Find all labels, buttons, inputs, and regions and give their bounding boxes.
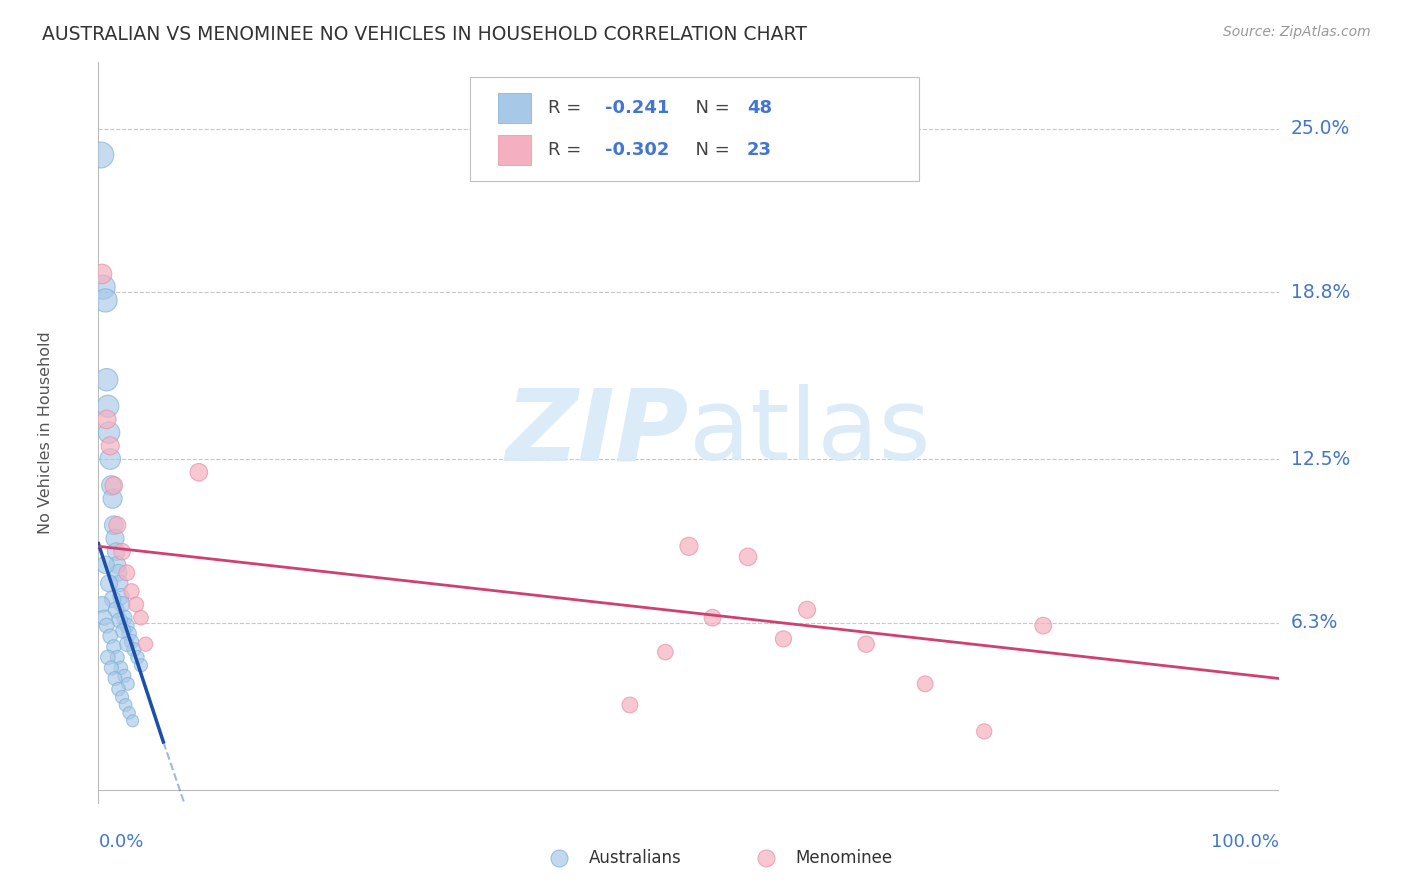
Bar — [498, 136, 530, 165]
Text: 100.0%: 100.0% — [1212, 833, 1279, 851]
Point — [1032, 618, 1054, 632]
Point — [103, 478, 125, 492]
Point — [91, 267, 114, 281]
Text: 18.8%: 18.8% — [1291, 283, 1350, 302]
Text: N =: N = — [685, 141, 741, 160]
Point — [105, 603, 128, 617]
Text: R =: R = — [548, 141, 593, 160]
Point — [112, 669, 135, 683]
Point — [115, 566, 138, 580]
Point — [108, 576, 131, 591]
Point — [112, 624, 135, 638]
Point — [125, 598, 148, 612]
Text: -0.302: -0.302 — [605, 141, 669, 160]
Point — [107, 566, 129, 580]
Point — [914, 677, 936, 691]
Point — [118, 626, 141, 640]
Point — [973, 724, 995, 739]
Point — [121, 714, 143, 728]
Text: -0.241: -0.241 — [605, 99, 669, 117]
Point — [96, 373, 118, 387]
Point — [117, 677, 139, 691]
Text: Australians: Australians — [589, 849, 682, 867]
Point — [105, 544, 128, 558]
Point — [110, 590, 132, 604]
Point — [114, 698, 136, 712]
Point — [108, 613, 131, 627]
Point — [135, 637, 157, 651]
Text: Source: ZipAtlas.com: Source: ZipAtlas.com — [1223, 25, 1371, 39]
Point — [100, 661, 122, 675]
Point — [122, 642, 145, 657]
Text: atlas: atlas — [689, 384, 931, 481]
Point — [97, 399, 120, 413]
Point — [737, 549, 759, 564]
Point — [94, 293, 117, 308]
Point — [96, 412, 118, 426]
Point — [96, 618, 118, 632]
Text: No Vehicles in Household: No Vehicles in Household — [38, 331, 53, 534]
Point — [100, 478, 122, 492]
Text: 12.5%: 12.5% — [1291, 450, 1350, 468]
Point — [619, 698, 641, 712]
Point — [772, 632, 794, 646]
Point — [98, 439, 121, 453]
Text: 23: 23 — [747, 141, 772, 160]
Point — [97, 650, 120, 665]
Text: 0.0%: 0.0% — [98, 833, 143, 851]
Text: Menominee: Menominee — [796, 849, 893, 867]
Point — [127, 650, 149, 665]
Point — [129, 611, 152, 625]
Point — [98, 576, 121, 591]
Point — [94, 558, 117, 572]
Point — [91, 598, 114, 612]
Point — [112, 611, 135, 625]
Text: 25.0%: 25.0% — [1291, 119, 1350, 138]
Text: R =: R = — [548, 99, 593, 117]
Text: AUSTRALIAN VS MENOMINEE NO VEHICLES IN HOUSEHOLD CORRELATION CHART: AUSTRALIAN VS MENOMINEE NO VEHICLES IN H… — [42, 25, 807, 44]
Point — [855, 637, 877, 651]
Point — [93, 611, 115, 625]
Text: ZIP: ZIP — [506, 384, 689, 481]
Point — [107, 682, 129, 697]
Point — [121, 634, 143, 648]
Point — [678, 539, 700, 553]
Point — [702, 611, 724, 625]
FancyBboxPatch shape — [471, 78, 920, 181]
Point — [98, 425, 121, 440]
Point — [105, 518, 128, 533]
Point — [111, 690, 134, 704]
Point — [111, 598, 134, 612]
Point — [98, 452, 121, 467]
Point — [103, 518, 125, 533]
Point — [187, 465, 209, 479]
Bar — [498, 93, 530, 123]
Point — [104, 672, 127, 686]
Text: 6.3%: 6.3% — [1291, 614, 1339, 632]
Point — [115, 637, 138, 651]
Point — [111, 544, 134, 558]
Point — [98, 629, 121, 643]
Point — [101, 491, 124, 506]
Point — [129, 658, 152, 673]
Text: 48: 48 — [747, 99, 772, 117]
Point — [115, 618, 138, 632]
Point — [105, 650, 128, 665]
Point — [654, 645, 676, 659]
Point — [110, 661, 132, 675]
Point — [91, 280, 114, 294]
Point — [118, 706, 141, 720]
Point — [101, 592, 124, 607]
Point — [90, 148, 112, 162]
Point — [103, 640, 125, 654]
Text: N =: N = — [685, 99, 741, 117]
Point — [796, 603, 818, 617]
Point — [105, 558, 128, 572]
Point — [104, 532, 127, 546]
Point — [121, 584, 143, 599]
